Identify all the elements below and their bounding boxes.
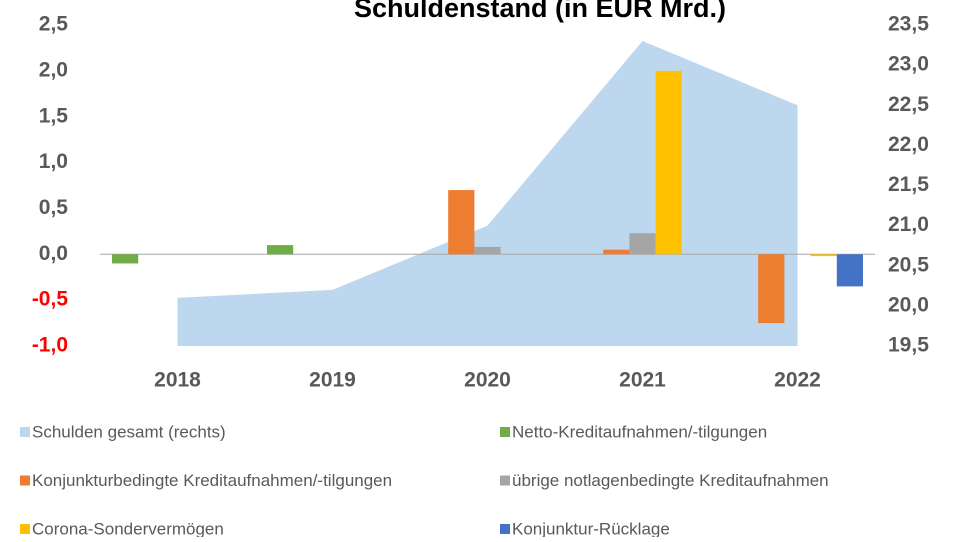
y2-tick-label: 21,5	[888, 173, 929, 196]
y2-tick-label: 20,5	[888, 253, 929, 276]
legend-swatch	[20, 524, 30, 534]
bar	[758, 254, 785, 324]
x-tick-label: 2020	[464, 369, 511, 392]
bar	[836, 254, 863, 287]
y2-tick-label: 23,0	[888, 53, 929, 76]
bar	[112, 254, 139, 264]
legend-label: Corona-Sondervermögen	[32, 519, 224, 537]
legend-label: Konjunktur-Rücklage	[512, 519, 670, 537]
y2-tick-label: 22,5	[888, 93, 929, 116]
legend-label: Netto-Kreditaufnahmen/-tilgungen	[512, 422, 767, 441]
legend-swatch	[20, 475, 30, 486]
y-tick-label: 1,5	[39, 104, 69, 127]
y-tick-label: 1,0	[39, 150, 68, 173]
bar	[474, 246, 501, 255]
legend-swatch	[500, 475, 510, 486]
bar	[655, 70, 682, 255]
x-tick-label: 2019	[309, 369, 356, 392]
legend-swatch	[500, 524, 510, 534]
y2-tick-label: 22,0	[888, 133, 929, 156]
y-tick-label: -1,0	[32, 334, 68, 357]
x-tick-label: 2018	[154, 369, 201, 392]
y-tick-label: 2,5	[39, 13, 69, 36]
legend-swatch	[500, 427, 510, 437]
legend-swatch	[20, 427, 30, 437]
y2-tick-label: 19,5	[888, 334, 929, 357]
y2-tick-label: 21,0	[888, 213, 929, 236]
bar	[448, 190, 475, 255]
bar	[810, 254, 837, 257]
area	[177, 41, 798, 347]
bar	[603, 249, 630, 255]
legend-label: übrige notlagenbedingte Kreditaufnahmen	[512, 471, 829, 490]
y2-tick-label: 23,5	[888, 13, 929, 36]
x-tick-label: 2021	[619, 369, 666, 392]
y-tick-label: 2,0	[39, 58, 68, 81]
y-tick-label: -0,5	[32, 288, 69, 311]
y-tick-label: 0,5	[39, 196, 69, 219]
chart-title: Schuldenstand (in EUR Mrd.)	[354, 0, 726, 23]
y-tick-label: 0,0	[39, 242, 68, 265]
bar	[629, 233, 656, 255]
legend-label: Schulden gesamt (rechts)	[32, 422, 226, 441]
legend-label: Konjunkturbedingte Kreditaufnahmen/-tilg…	[32, 471, 392, 490]
x-tick-label: 2022	[774, 369, 821, 392]
y2-tick-label: 20,0	[888, 293, 929, 316]
bar	[267, 245, 294, 255]
